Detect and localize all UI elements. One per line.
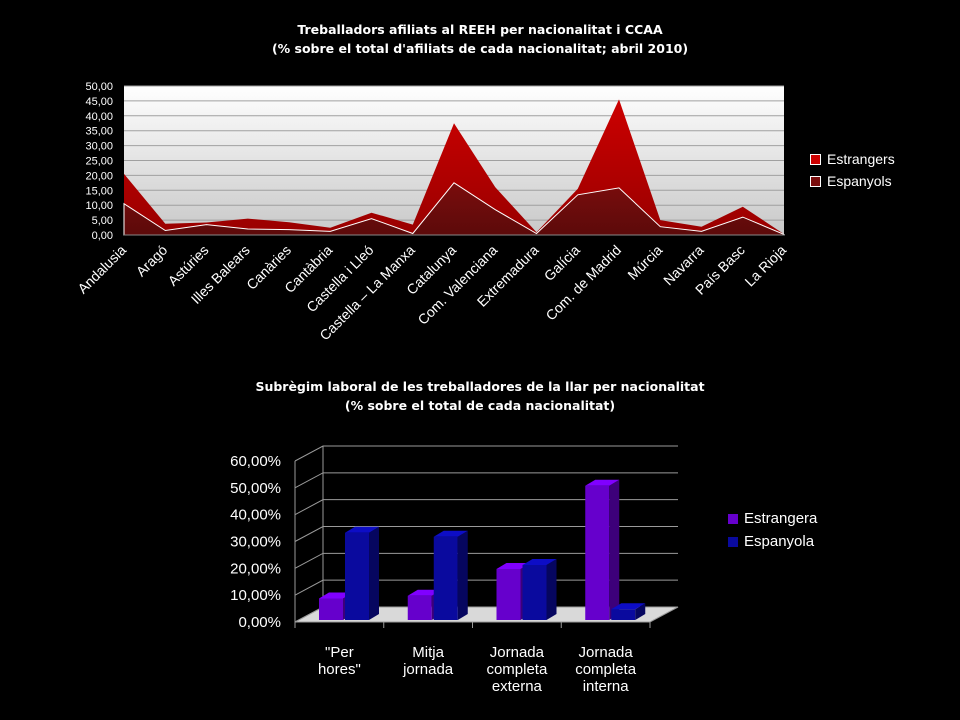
y-tick-label: 60,00% [230,453,281,470]
y-tick-label: 30,00 [85,141,113,153]
x-tick-label: Mitja jornada [402,644,454,678]
legend-label: Estrangera [744,510,818,527]
chart2-title-block: Subrègim laboral de les treballadores de… [0,377,960,415]
y-tick-label: 0,00% [238,614,281,631]
y-tick-label: 25,00 [85,156,113,168]
chart1-title: Treballadors afiliats al REEH per nacion… [297,22,663,37]
y-tick-label: 20,00% [230,560,281,577]
y-tick-label: 5,00 [92,215,113,227]
legend-item-espanyols: Espanyols [810,173,895,189]
y-tick-label: 40,00% [230,507,281,524]
y-tick-label: 10,00 [85,200,113,212]
legend-swatch [728,536,738,547]
x-tick-label: Jornada completa interna [575,644,637,695]
y-tick-label: 0,00 [92,230,113,242]
legend-item-estrangers: Estrangers [810,151,895,167]
chart2-legend: Estrangera Espanyola [728,510,817,556]
gridline [294,472,678,489]
legend-item-estrangera: Estrangera [728,510,817,527]
y-tick-label: 50,00 [85,81,113,93]
bar-estrangera [585,479,620,620]
chart1-subtitle: (% sobre el total d'afiliats de cada nac… [271,41,689,56]
chart2-title: Subrègim laboral de les treballadores de… [255,379,705,394]
bar-espanyola [611,603,646,620]
chart1-title-block: Treballadors afiliats al REEH per nacion… [0,20,960,58]
x-tick-label: "Per hores" [318,644,361,678]
gridline [294,445,678,462]
gridline [294,499,678,516]
y-tick-label: 20,00 [85,170,113,182]
chart2-subtitle: (% sobre el total de cada nacionalitat) [344,398,616,413]
legend-label: Espanyols [827,173,892,189]
area-series-espanyols [123,182,785,236]
y-tick-label: 10,00% [230,587,281,604]
y-tick-label: 45,00 [85,96,113,108]
y-tick-label: 15,00 [85,185,113,197]
y-tick-label: 50,00% [230,480,281,497]
legend-label: Estrangers [827,151,895,167]
x-tick-label: Jornada completa externa [486,644,548,695]
chart1-legend: Estrangers Espanyols [810,151,895,195]
legend-swatch [810,153,821,165]
y-tick-label: 40,00 [85,111,113,123]
bar-espanyola [345,526,379,620]
plot-floor [294,606,679,623]
y-tick-label: 35,00 [85,126,113,138]
legend-swatch [810,175,821,187]
legend-item-espanyola: Espanyola [728,533,817,550]
bar-espanyola [433,530,468,620]
bar-espanyola [522,558,557,620]
legend-label: Espanyola [744,533,815,550]
y-tick-label: 30,00% [230,534,281,551]
legend-swatch [728,513,738,524]
